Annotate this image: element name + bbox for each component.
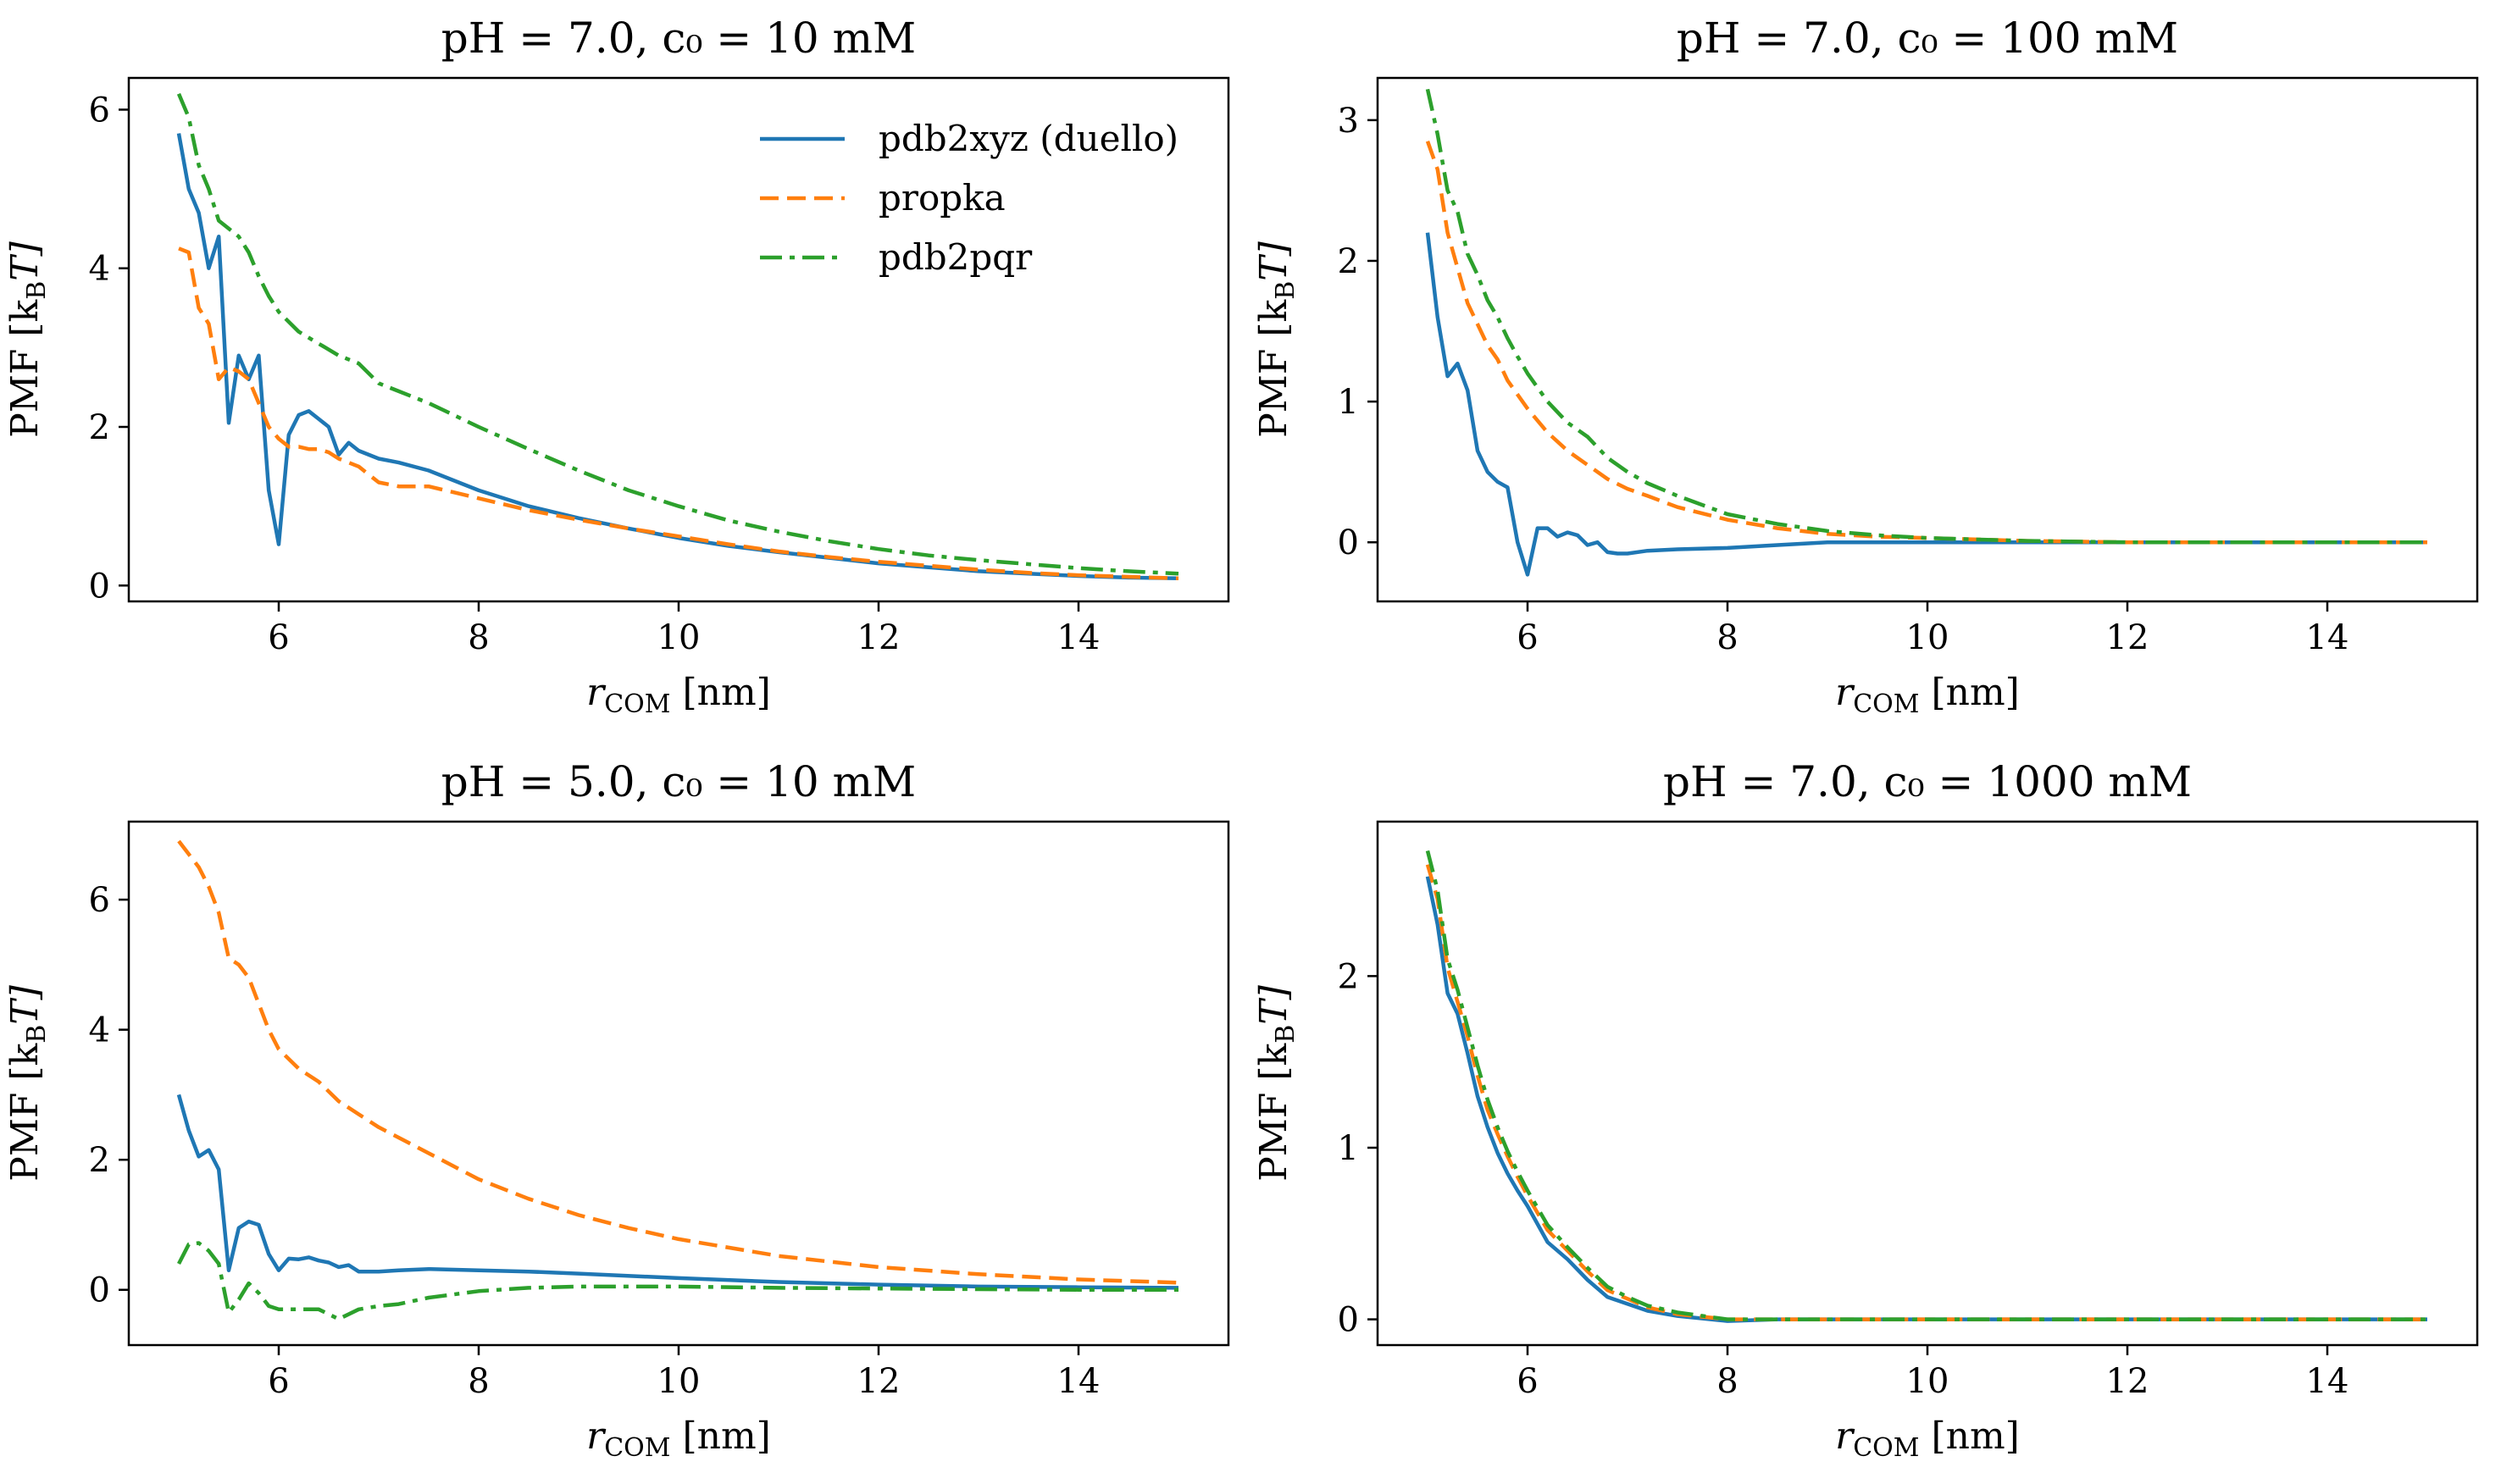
legend: pdb2xyz (duello) propka pdb2pqr <box>760 118 1178 278</box>
series-line-pdb2pqr <box>1425 88 2427 545</box>
y-tick-label: 1 <box>1338 1129 1359 1168</box>
x-tick-label: 14 <box>2306 618 2349 657</box>
series-line-pdb2pqr <box>1425 850 2427 1321</box>
axes-frame <box>127 820 1230 1347</box>
y-tick-label: 0 <box>89 567 110 606</box>
x-tick-label: 14 <box>1057 1362 1101 1401</box>
x-axis-label: rCOM [nm] <box>1835 1415 2020 1463</box>
x-tick-label: 6 <box>268 618 289 657</box>
x-axis-label: rCOM [nm] <box>1835 671 2020 719</box>
y-tick-label: 3 <box>1338 102 1359 141</box>
series-line-pdb2pqr <box>176 1241 1178 1321</box>
chart-title: pH = 7.0, c₀ = 10 mM <box>441 14 916 63</box>
y-axis-label: PMF [kBT] <box>3 984 52 1181</box>
x-tick-label: 10 <box>1906 618 1949 657</box>
series-line-pdb2xyz-duello- <box>1425 232 2427 577</box>
axes-frame <box>1376 76 2479 603</box>
y-axis-label: PMF [kBT] <box>1252 984 1300 1181</box>
x-tick-label: 6 <box>1517 618 1538 657</box>
legend-label: pdb2xyz (duello) <box>879 118 1178 159</box>
series-line-pdb2xyz-duello- <box>1425 876 2427 1323</box>
y-tick-label: 4 <box>89 250 110 289</box>
series-line-propka <box>178 246 1179 581</box>
x-tick-label: 8 <box>468 618 489 657</box>
x-tick-label: 8 <box>1716 1362 1738 1401</box>
series-line-propka <box>177 839 1179 1285</box>
x-tick-label: 8 <box>1716 618 1738 657</box>
y-axis-label: PMF [kBT] <box>3 241 52 437</box>
x-tick-label: 10 <box>657 618 701 657</box>
series-line-pdb2xyz-duello- <box>176 133 1179 581</box>
x-tick-label: 6 <box>268 1362 289 1401</box>
y-tick-label: 0 <box>89 1271 110 1310</box>
y-tick-label: 0 <box>1338 523 1359 562</box>
x-tick-label: 14 <box>1057 618 1101 657</box>
y-tick-label: 6 <box>89 91 110 130</box>
axes-frame <box>1376 820 2479 1347</box>
legend-label: propka <box>879 177 1006 219</box>
x-tick-label: 8 <box>468 1362 489 1401</box>
y-axis-label: PMF [kBT] <box>1252 241 1300 437</box>
series-line-pdb2xyz-duello- <box>176 1094 1179 1290</box>
series-line-pdb2pqr <box>176 92 1179 576</box>
x-tick-label: 12 <box>2106 618 2149 657</box>
chart-title: pH = 7.0, c₀ = 100 mM <box>1677 14 2178 63</box>
series-line-propka <box>1425 141 2427 545</box>
y-tick-label: 6 <box>89 881 110 920</box>
x-axis-label: rCOM [nm] <box>586 671 771 719</box>
x-axis-label: rCOM [nm] <box>586 1415 771 1463</box>
y-tick-label: 2 <box>1338 242 1359 281</box>
chart-panel-1: pH = 7.0, c₀ = 10 mM 6 8 10 12 14 0 2 4 6 rCOM [nm… <box>3 14 1230 719</box>
y-tick-label: 2 <box>89 408 110 447</box>
y-tick-label: 1 <box>1338 383 1359 422</box>
x-tick-label: 12 <box>857 1362 901 1401</box>
legend-label: pdb2pqr <box>879 236 1033 278</box>
x-tick-label: 14 <box>2306 1362 2349 1401</box>
series-line-propka <box>1425 864 2427 1321</box>
chart-panel-3: pH = 5.0, c₀ = 10 mM 6 8 10 12 14 0 2 4 6 rCOM [nm… <box>3 757 1230 1463</box>
x-tick-label: 10 <box>657 1362 701 1401</box>
x-tick-label: 12 <box>857 618 901 657</box>
x-tick-label: 12 <box>2106 1362 2149 1401</box>
y-tick-label: 0 <box>1338 1301 1359 1340</box>
chart-title: pH = 5.0, c₀ = 10 mM <box>441 757 916 806</box>
x-tick-label: 10 <box>1906 1362 1949 1401</box>
chart-title: pH = 7.0, c₀ = 1000 mM <box>1663 757 2192 806</box>
y-tick-label: 4 <box>89 1011 110 1050</box>
y-tick-label: 2 <box>1338 957 1359 996</box>
x-tick-label: 6 <box>1517 1362 1538 1401</box>
y-tick-label: 2 <box>89 1141 110 1180</box>
